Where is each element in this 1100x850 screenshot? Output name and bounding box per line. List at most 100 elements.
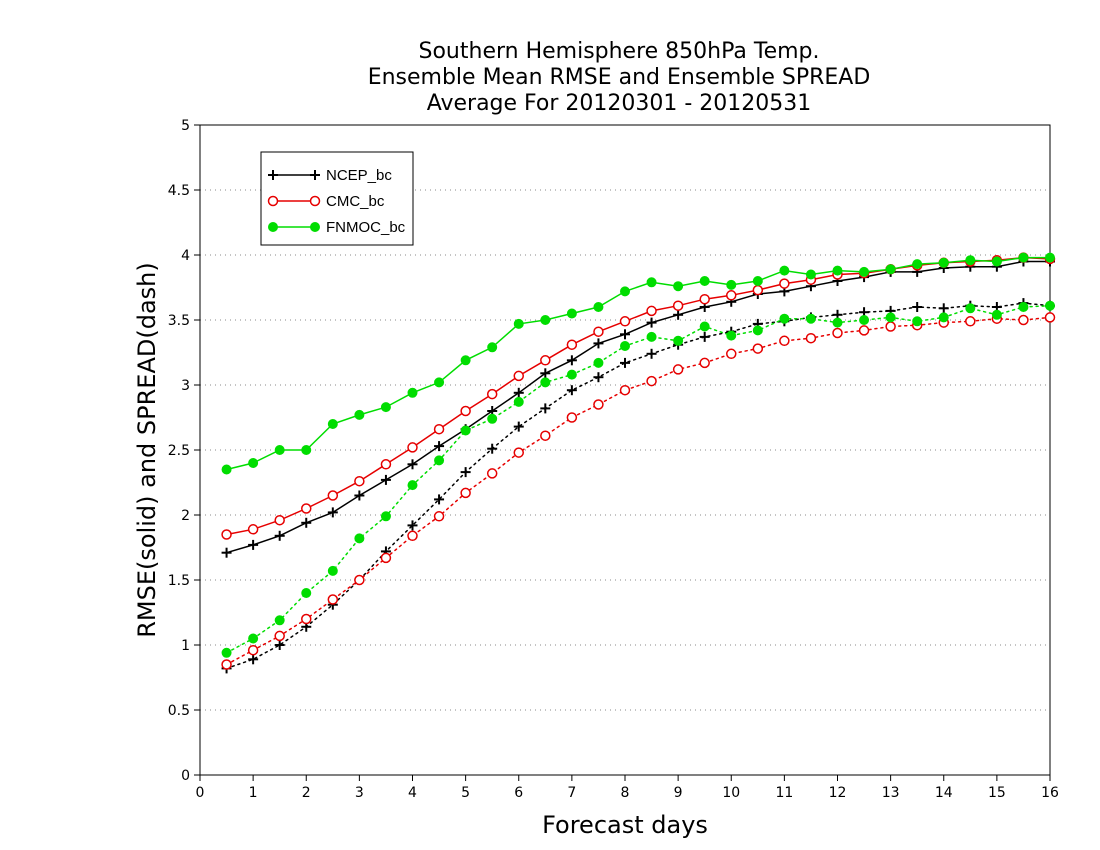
data-point-NCEP_bc-spread	[566, 385, 577, 396]
data-point-FNMOC_bc-rmse	[885, 264, 896, 275]
data-point-NCEP_bc-rmse	[593, 338, 604, 349]
y-tick-label: 1	[181, 638, 190, 654]
data-point-CMC_bc-rmse	[221, 529, 232, 540]
data-point-CMC_bc-rmse	[486, 388, 498, 400]
data-point-CMC_bc-spread	[221, 659, 232, 670]
x-tick-label: 8	[621, 785, 630, 801]
data-point-FNMOC_bc-rmse	[912, 259, 923, 270]
data-point-FNMOC_bc-rmse	[752, 276, 763, 286]
data-point-CMC_bc-rmse	[354, 475, 365, 487]
data-point-NCEP_bc-spread	[938, 303, 949, 314]
data-point-CMC_bc-rmse	[699, 293, 710, 305]
data-point-CMC_bc-spread	[433, 511, 445, 522]
data-point-FNMOC_bc-spread	[805, 313, 816, 324]
x-tick-label: 11	[775, 785, 793, 801]
data-point-FNMOC_bc-rmse	[221, 464, 232, 475]
data-point-CMC_bc-spread	[646, 375, 657, 387]
data-point-FNMOC_bc-rmse	[805, 269, 816, 280]
data-point-CMC_bc-rmse	[327, 490, 339, 501]
data-point-NCEP_bc-spread	[434, 494, 445, 505]
data-point-FNMOC_bc-rmse	[965, 255, 976, 266]
data-point-FNMOC_bc-spread	[327, 565, 338, 576]
data-point-FNMOC_bc-rmse	[991, 256, 1002, 267]
data-point-CMC_bc-spread	[858, 325, 870, 336]
data-point-FNMOC_bc-rmse	[832, 265, 843, 276]
data-point-NCEP_bc-rmse	[327, 507, 338, 518]
x-tick-label: 10	[722, 785, 740, 801]
data-point-FNMOC_bc-rmse	[779, 265, 790, 276]
data-point-CMC_bc-spread	[354, 574, 365, 586]
data-point-FNMOC_bc-spread	[620, 341, 630, 351]
data-point-FNMOC_bc-rmse	[274, 445, 285, 455]
series-line-FNMOC_bc-rmse	[226, 256, 1050, 471]
data-point-NCEP_bc-rmse	[221, 547, 232, 558]
y-tick-label: 2.5	[168, 443, 190, 459]
data-point-CMC_bc-rmse	[566, 339, 578, 350]
data-point-CMC_bc-rmse	[301, 503, 312, 514]
legend-marker	[310, 222, 320, 232]
data-point-CMC_bc-spread	[726, 348, 737, 360]
data-point-FNMOC_bc-spread	[938, 312, 949, 323]
data-point-CMC_bc-spread	[486, 468, 498, 479]
data-point-NCEP_bc-spread	[593, 372, 604, 383]
data-point-FNMOC_bc-spread	[540, 377, 551, 388]
data-point-FNMOC_bc-spread	[354, 533, 365, 544]
data-point-CMC_bc-spread	[593, 399, 604, 410]
x-tick-label: 6	[514, 785, 523, 801]
data-point-CMC_bc-spread	[566, 412, 578, 423]
y-tick-label: 3	[181, 378, 190, 394]
data-point-FNMOC_bc-rmse	[327, 419, 338, 429]
data-point-NCEP_bc-rmse	[620, 329, 630, 340]
legend-marker	[268, 170, 278, 180]
legend-label: NCEP_bc	[326, 167, 392, 184]
data-point-CMC_bc-spread	[699, 357, 710, 369]
data-point-NCEP_bc-spread	[912, 302, 923, 312]
data-point-FNMOC_bc-spread	[646, 331, 657, 342]
data-point-FNMOC_bc-rmse	[620, 286, 630, 297]
data-point-NCEP_bc-spread	[274, 640, 285, 650]
data-point-CMC_bc-rmse	[646, 305, 657, 317]
data-point-FNMOC_bc-rmse	[566, 308, 577, 319]
data-point-NCEP_bc-rmse	[380, 474, 391, 485]
data-point-CMC_bc-rmse	[513, 370, 524, 382]
title-line-3: Average For 20120301 - 20120531	[427, 91, 812, 116]
data-point-FNMOC_bc-rmse	[1045, 252, 1055, 263]
data-point-CMC_bc-spread	[885, 321, 896, 332]
y-axis: 0 0.5 1 1.5 2 2.5 3 3.5 4 4.5 5	[168, 118, 200, 784]
data-point-CMC_bc-spread	[540, 430, 551, 441]
data-point-CMC_bc-spread	[832, 327, 843, 339]
x-axis-title: Forecast days	[542, 811, 708, 839]
y-tick-label: 4.5	[168, 183, 190, 199]
data-point-FNMOC_bc-rmse	[407, 387, 418, 398]
data-point-FNMOC_bc-spread	[859, 315, 870, 325]
data-point-NCEP_bc-spread	[487, 443, 498, 454]
data-point-FNMOC_bc-spread	[487, 413, 498, 424]
data-point-CMC_bc-rmse	[433, 423, 445, 435]
y-tick-label: 4	[181, 248, 190, 264]
x-tick-label: 15	[988, 785, 1006, 801]
data-point-CMC_bc-spread	[672, 364, 684, 375]
y-tick-label: 2	[181, 508, 190, 524]
y-tick-label: 0.5	[168, 703, 190, 719]
data-point-CMC_bc-spread	[460, 487, 471, 499]
data-point-FNMOC_bc-spread	[274, 615, 285, 626]
data-point-CMC_bc-rmse	[247, 524, 259, 535]
data-point-FNMOC_bc-spread	[699, 321, 710, 332]
x-axis: 0 1 2 3 4 5 6 7 8 9 10 11 12 13 14 15 16	[196, 775, 1059, 801]
data-point-FNMOC_bc-spread	[593, 357, 604, 368]
data-point-FNMOC_bc-rmse	[434, 377, 445, 388]
series-layer	[221, 252, 1056, 674]
y-tick-label: 0	[181, 768, 190, 784]
data-point-CMC_bc-spread	[407, 530, 418, 542]
series-line-NCEP_bc-rmse	[226, 260, 1050, 554]
data-point-NCEP_bc-rmse	[513, 387, 524, 398]
data-point-CMC_bc-rmse	[779, 278, 790, 289]
data-point-FNMOC_bc-spread	[380, 511, 391, 522]
series-line-CMC_bc-spread	[225, 316, 1051, 666]
data-point-CMC_bc-spread	[779, 335, 790, 347]
x-tick-label: 16	[1041, 785, 1059, 801]
data-point-CMC_bc-spread	[1018, 314, 1029, 326]
data-point-FNMOC_bc-spread	[407, 480, 418, 491]
data-point-FNMOC_bc-spread	[726, 330, 737, 341]
